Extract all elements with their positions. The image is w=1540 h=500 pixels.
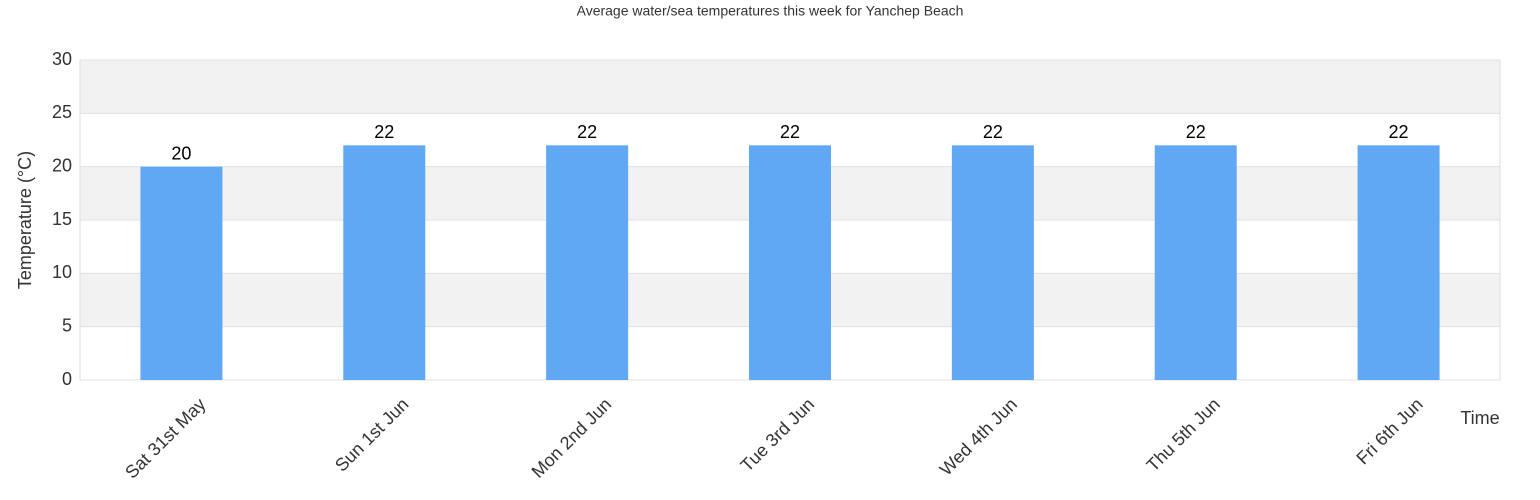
y-axis-label: Temperature (°C) [15,151,35,289]
x-tick-label: Sun 1st Jun [331,394,412,475]
x-axis-label: Time [1460,408,1499,428]
data-label: 20 [171,143,191,163]
x-tick-label: Fri 6th Jun [1352,394,1426,468]
y-tick-label: 20 [52,155,72,175]
bar [749,145,831,380]
x-tick-label: Mon 2nd Jun [528,394,616,482]
bar [1357,145,1440,380]
x-tick-label: Wed 4th Jun [936,394,1021,479]
data-label: 22 [1389,122,1409,142]
plot-band [80,60,1500,114]
bar [951,145,1034,380]
data-label: 22 [374,122,394,142]
y-tick-label: 30 [52,49,72,69]
bar [140,166,223,380]
y-tick-label: 0 [62,369,72,389]
chart-title: Average water/sea temperatures this week… [577,3,964,19]
data-label: 22 [983,122,1003,142]
x-tick-label: Tue 3rd Jun [737,394,819,476]
data-label: 22 [577,122,597,142]
y-tick-label: 15 [52,209,72,229]
data-label: 22 [780,122,800,142]
bar [1154,145,1237,380]
bar [546,145,629,380]
bar [343,145,426,380]
x-tick-label: Thu 5th Jun [1143,394,1224,475]
y-tick-label: 10 [52,262,72,282]
y-tick-label: 25 [52,102,72,122]
data-label: 22 [1186,122,1206,142]
y-tick-label: 5 [62,315,72,335]
x-tick-label: Sat 31st May [121,394,209,482]
